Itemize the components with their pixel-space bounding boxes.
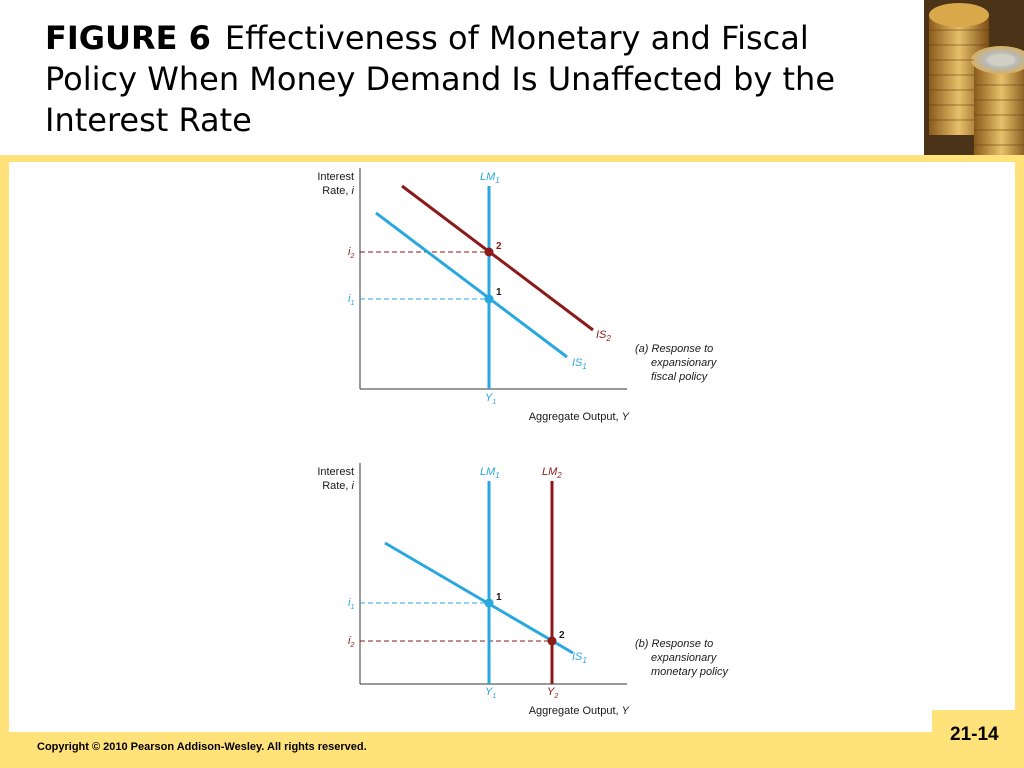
- diagram-a-x-label: Aggregate Output, Y: [529, 411, 630, 423]
- diagram-a-i2-label: i2: [348, 246, 354, 260]
- diagram-b-y-label-line1: Interest: [317, 466, 354, 478]
- diagram-b-point-2: [547, 636, 557, 646]
- diagram-b-is1-label: IS1: [572, 651, 587, 665]
- diagram-a-caption-line3: fiscal policy: [651, 371, 709, 383]
- diagram-b-caption-line2: expansionary: [651, 652, 718, 664]
- diagram-b-x-label: Aggregate Output, Y: [529, 705, 630, 717]
- diagram-a-y-label-line2: Rate, i: [322, 185, 354, 197]
- diagram-b-is1-curve: [384, 541, 574, 655]
- coin-stack-image: [924, 0, 1024, 155]
- figure-title-text: Effectiveness of Monetary and Fiscal Pol…: [45, 19, 835, 139]
- slide-title: FIGURE 6 Effectiveness of Monetary and Fi…: [45, 18, 905, 141]
- diagram-a-caption-line2: expansionary: [651, 357, 718, 369]
- diagram-a-y-label-line1: Interest: [317, 171, 354, 183]
- diagram-a-is2-curve: [401, 184, 594, 332]
- diagram-a-is2-label: IS2: [596, 329, 611, 343]
- diagram-a-i1-label: i1: [348, 293, 354, 307]
- diagram-b-i2-label: i2: [348, 635, 354, 649]
- diagram-b-y2-label: Y2: [547, 686, 558, 700]
- copyright-notice: Copyright © 2010 Pearson Addison-Wesley.…: [37, 741, 367, 753]
- diagram-a-is1-label: IS1: [572, 357, 587, 371]
- diagram-a-lm1-label: LM1: [480, 171, 500, 185]
- title-area: FIGURE 6 Effectiveness of Monetary and Fi…: [0, 0, 924, 155]
- diagram-b: Interest Rate, i 1 2 LM1 LM2 IS1 i1 i2 Y…: [317, 463, 730, 717]
- diagram-b-y-label-line2: Rate, i: [322, 480, 354, 492]
- diagram-a-is1-curve: [375, 211, 568, 359]
- diagram-b-i1-label: i1: [348, 597, 354, 611]
- diagram-a-point-1: [484, 294, 494, 304]
- figure-panel: [9, 162, 1015, 732]
- diagram-b-point-1-label: 1: [496, 592, 502, 603]
- diagram-b-point-1: [484, 598, 494, 608]
- diagram-a-point-1-label: 1: [496, 287, 502, 298]
- diagram-a-caption-line1: (a) Response to: [635, 343, 713, 355]
- coin-stack-illustration: [924, 0, 1024, 155]
- figure-label: FIGURE 6: [45, 19, 211, 57]
- diagram-a-point-2-label: 2: [496, 241, 502, 252]
- diagram-a-point-2: [484, 247, 494, 257]
- diagram-a-y1-label: Y1: [485, 392, 496, 406]
- diagram-b-lm2-label: LM2: [542, 466, 562, 480]
- diagram-a: Interest Rate, i 1 2 LM1 IS2 IS1 i2 i1 Y…: [317, 168, 718, 423]
- diagram-b-caption-line3: monetary policy: [651, 666, 730, 678]
- diagram-b-y1-label: Y1: [485, 686, 496, 700]
- diagram-b-lm1-label: LM1: [480, 466, 500, 480]
- page-number: 21-14: [950, 724, 999, 745]
- diagram-b-point-2-label: 2: [559, 630, 565, 641]
- page-number-box: [932, 710, 1024, 768]
- diagram-b-caption-line1: (b) Response to: [635, 638, 713, 650]
